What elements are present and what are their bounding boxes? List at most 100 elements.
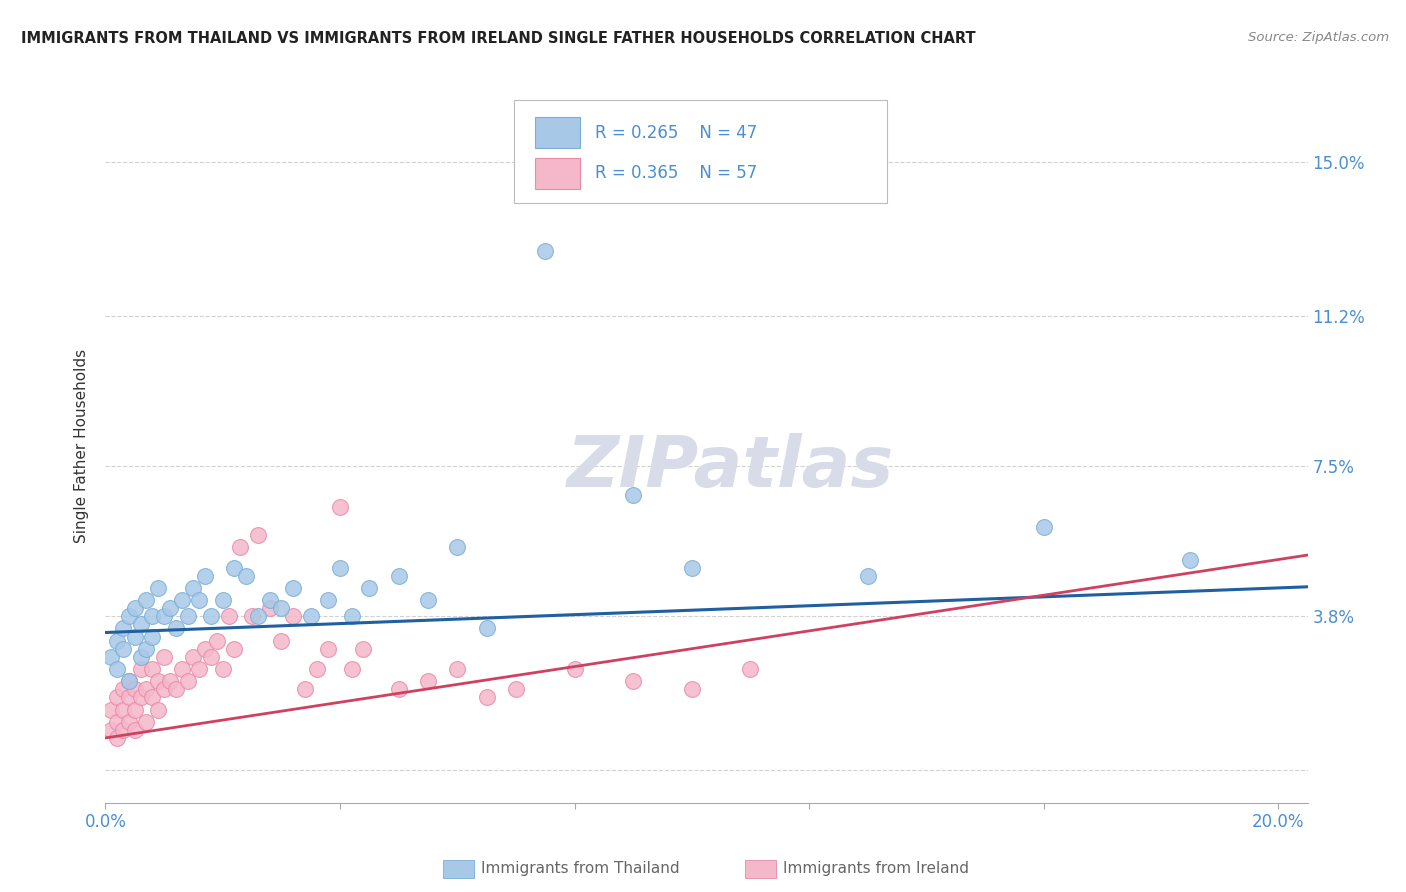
Point [112,702,135,716]
Point [281,609,304,624]
Point [416,593,439,607]
Point [353,641,375,656]
Point [183,581,205,595]
Point [240,609,263,624]
Point [194,568,217,582]
Point [141,662,163,676]
Point [183,649,205,664]
Text: Source: ZipAtlas.com: Source: ZipAtlas.com [1249,31,1389,45]
Point [211,662,233,676]
Point [446,662,468,676]
Point [124,682,146,697]
Point [259,601,281,615]
Point [740,662,762,676]
FancyBboxPatch shape [515,100,887,203]
Point [124,702,146,716]
Point [534,244,557,259]
Point [153,609,176,624]
Point [388,682,411,697]
Point [165,622,187,636]
Point [135,593,157,607]
Point [170,593,193,607]
Point [340,662,363,676]
Point [148,674,170,689]
Point [681,682,703,697]
Point [105,690,128,705]
Point [135,714,157,729]
Point [112,682,135,697]
Point [188,662,211,676]
Point [564,662,586,676]
Point [105,731,128,745]
Point [475,690,498,705]
Text: Immigrants from Ireland: Immigrants from Ireland [783,862,969,876]
Point [305,662,328,676]
Point [112,622,135,636]
Point [148,581,170,595]
Text: R = 0.365    N = 57: R = 0.365 N = 57 [595,164,756,182]
Point [141,630,163,644]
Point [218,609,240,624]
Point [224,560,246,574]
Point [105,662,128,676]
Point [129,617,152,632]
Point [1180,552,1202,566]
Point [229,541,252,555]
Point [159,674,181,689]
Point [259,593,281,607]
Point [281,581,304,595]
Point [200,609,222,624]
Point [141,690,163,705]
Point [124,723,146,737]
Point [135,641,157,656]
Point [129,690,152,705]
Point [100,723,122,737]
Point [246,609,269,624]
Point [176,609,198,624]
Point [475,622,498,636]
Point [165,682,187,697]
Point [505,682,527,697]
Point [856,568,879,582]
Point [194,641,217,656]
Point [112,641,135,656]
Point [316,593,339,607]
Point [129,662,152,676]
Point [200,649,222,664]
Point [129,649,152,664]
Point [299,609,322,624]
Point [270,601,292,615]
Point [224,641,246,656]
Point [118,609,141,624]
Point [105,633,128,648]
Text: R = 0.265    N = 47: R = 0.265 N = 47 [595,124,756,142]
Point [270,633,292,648]
Point [446,541,468,555]
Point [118,674,141,689]
Point [294,682,316,697]
Text: Immigrants from Thailand: Immigrants from Thailand [481,862,679,876]
Point [416,674,439,689]
Point [388,568,411,582]
Point [118,714,141,729]
Text: ZIPatlas: ZIPatlas [567,433,894,502]
Point [135,682,157,697]
Point [621,674,644,689]
Point [124,601,146,615]
Point [176,674,198,689]
Point [170,662,193,676]
Point [153,649,176,664]
Point [159,601,181,615]
Bar [534,158,581,189]
Point [118,690,141,705]
Point [124,630,146,644]
Y-axis label: Single Father Households: Single Father Households [75,349,90,543]
Point [205,633,228,648]
Point [246,528,269,542]
Bar [534,117,581,148]
Point [118,674,141,689]
Point [148,702,170,716]
Point [100,649,122,664]
Point [112,723,135,737]
Point [681,560,703,574]
